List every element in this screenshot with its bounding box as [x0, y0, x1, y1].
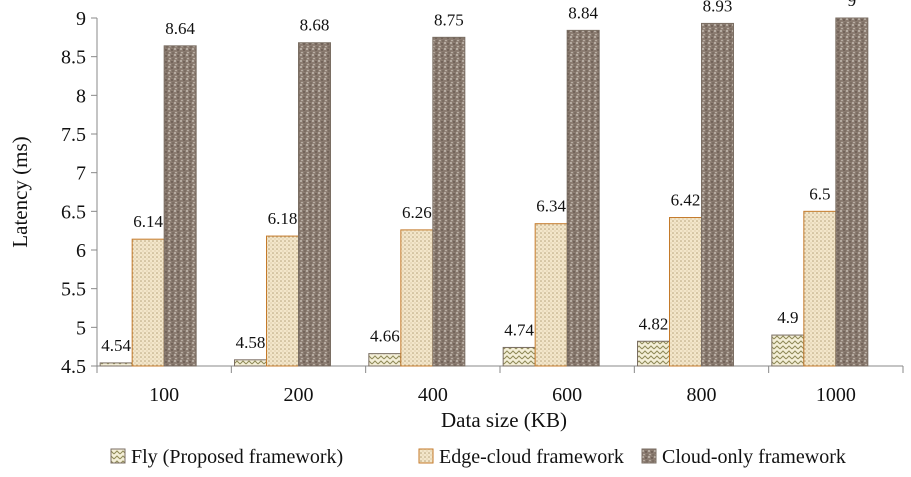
bar [368, 353, 402, 367]
bar [266, 235, 299, 367]
bar [566, 29, 600, 367]
x-axis-label: Data size (KB) [441, 408, 567, 432]
data-label: 4.9 [777, 308, 798, 327]
y-tick-label: 4.5 [61, 356, 86, 378]
bar [669, 217, 702, 367]
legend-label: Cloud-only framework [662, 446, 846, 468]
bar [835, 17, 869, 367]
data-label: 4.82 [639, 314, 669, 333]
data-label: 4.74 [504, 320, 534, 339]
data-label: 8.75 [434, 10, 464, 29]
x-tick-label: 100 [149, 384, 179, 406]
legend-swatch [418, 448, 434, 464]
bar [502, 346, 536, 367]
y-tick-label: 6.5 [61, 201, 86, 223]
bar [637, 340, 670, 367]
y-tick-label: 6 [76, 240, 86, 262]
data-label: 4.66 [370, 327, 400, 346]
bar [163, 45, 197, 367]
bar [803, 210, 837, 367]
x-tick-label: 200 [284, 384, 314, 406]
y-tick-label: 8.5 [61, 47, 86, 69]
data-label: 8.93 [703, 0, 733, 15]
bar [432, 36, 466, 367]
bar [534, 223, 568, 367]
x-tick-label: 1000 [816, 384, 856, 406]
axes: 4.5 5 5.5 6 6.5 7 7.5 8 8.5 9 100 200 400 600 800 1000 [61, 8, 904, 406]
data-label: 8.84 [568, 3, 598, 22]
data-label: 8.68 [300, 16, 330, 35]
data-label: 8.64 [165, 19, 195, 38]
legend: Fly (Proposed framework) Edge-cloud frame… [110, 446, 846, 468]
data-labels: 4.54 6.14 8.64 4.58 6.18 8.68 4.66 6.26 8.75 4.74… [101, 0, 856, 355]
y-tick-label: 7.5 [61, 124, 86, 146]
data-label: 6.18 [268, 209, 298, 228]
bar [234, 359, 267, 367]
y-axis-label: Latency (ms) [8, 136, 32, 247]
data-label: 6.42 [671, 191, 701, 210]
x-tick-label: 800 [687, 384, 717, 406]
data-label: 6.14 [133, 212, 163, 231]
x-tick-label: 600 [552, 384, 582, 406]
legend-swatch [641, 448, 657, 464]
bar [400, 229, 434, 367]
legend-label: Fly (Proposed framework) [131, 446, 343, 468]
x-tick-label: 400 [418, 384, 448, 406]
data-label: 6.34 [536, 197, 566, 216]
data-label: 6.5 [809, 184, 830, 203]
data-label: 9 [848, 0, 857, 10]
bar [298, 42, 331, 367]
legend-label: Edge-cloud framework [439, 446, 624, 468]
y-tick-label: 8 [76, 85, 86, 107]
bar [131, 238, 165, 367]
bars [99, 17, 869, 367]
data-label: 4.58 [236, 333, 266, 352]
bar [771, 334, 805, 367]
bar [99, 362, 133, 367]
y-tick-label: 7 [76, 163, 86, 185]
data-label: 6.26 [402, 203, 432, 222]
y-tick-label: 5.5 [61, 279, 86, 301]
y-tick-label: 5 [76, 317, 86, 339]
y-tick-label: 9 [76, 8, 86, 30]
legend-swatch [110, 448, 126, 464]
data-label: 4.54 [101, 336, 131, 355]
bar [701, 22, 734, 367]
